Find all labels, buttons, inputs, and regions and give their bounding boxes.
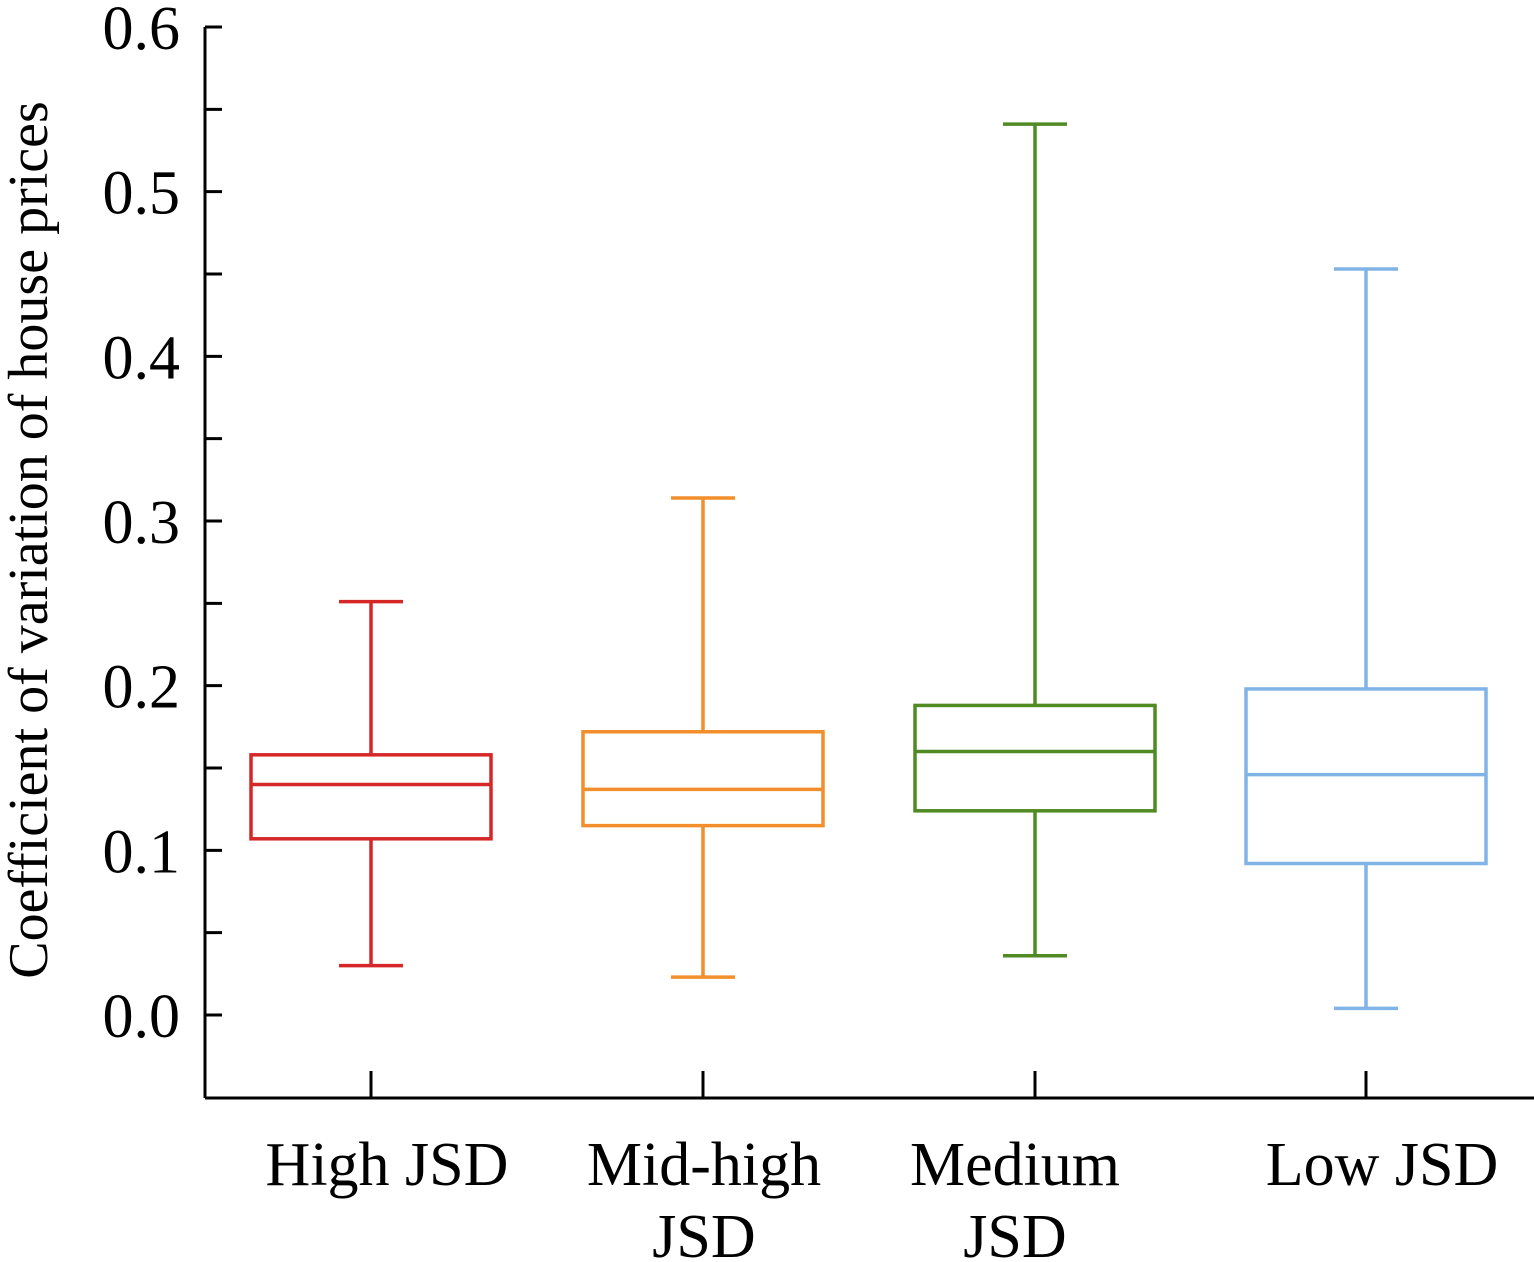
y-tick-label: 0.6 — [103, 0, 181, 63]
category-label: Mid-high — [587, 1131, 821, 1199]
iqr-box — [581, 730, 825, 828]
y-ticks: 0.0 0.1 0.2 0.3 0.4 0.5 0.6 — [103, 0, 222, 1051]
axes — [203, 27, 1534, 1100]
y-tick-label: 0.5 — [103, 160, 181, 228]
iqr-box — [913, 703, 1157, 813]
category-label: Medium — [910, 1131, 1120, 1199]
category-label: JSD — [652, 1203, 755, 1262]
category-label: High JSD — [266, 1131, 509, 1199]
y-tick-label: 0.3 — [103, 489, 181, 557]
y-tick-label: 0.1 — [103, 818, 181, 886]
box-series-3 — [913, 122, 1157, 958]
boxes — [249, 122, 1488, 1011]
y-axis-title: Coefficient of variation of house prices — [0, 101, 60, 979]
y-tick-label: 0.2 — [103, 654, 181, 722]
box-series-1 — [249, 599, 493, 968]
iqr-box — [249, 753, 493, 841]
category-label: Low JSD — [1266, 1131, 1499, 1199]
y-tick-label: 0.4 — [103, 324, 181, 392]
category-label: JSD — [963, 1203, 1066, 1262]
box-series-4 — [1244, 267, 1488, 1011]
y-tick-label: 0.0 — [103, 983, 181, 1051]
box-series-2 — [581, 496, 825, 979]
x-ticks — [369, 1071, 1368, 1098]
